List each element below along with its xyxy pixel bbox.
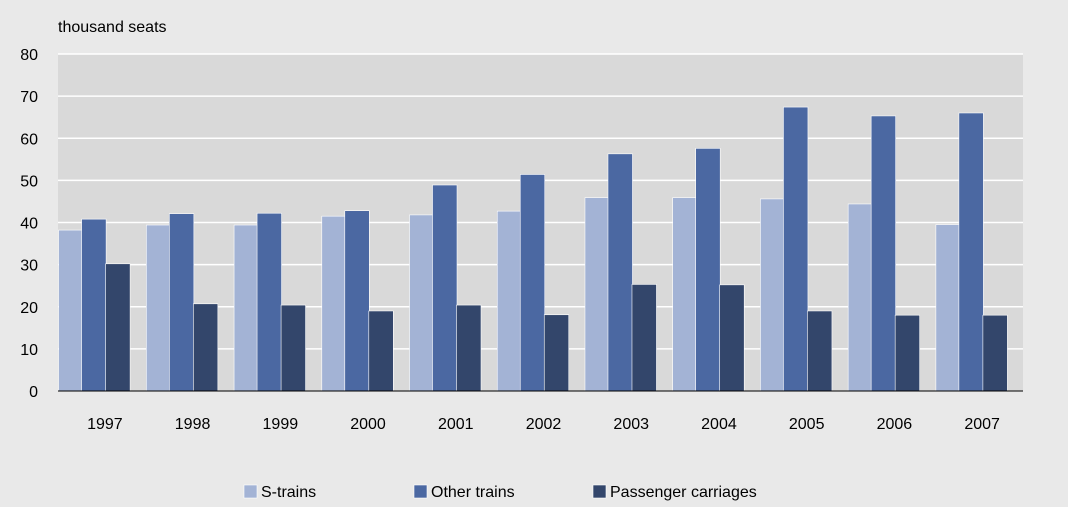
bar-s-trains-2006 <box>847 203 873 392</box>
bar-passenger-carriages-2005 <box>807 310 833 392</box>
bar-passenger-carriages-2006 <box>894 314 920 392</box>
x-tick-label: 2002 <box>526 416 562 433</box>
bars <box>58 106 1008 392</box>
x-tick-label: 1999 <box>263 416 299 433</box>
bar-passenger-carriages-1999 <box>280 304 306 392</box>
bar-other-trains-2001 <box>432 184 458 392</box>
bar-other-trains-1999 <box>256 212 282 392</box>
bar-passenger-carriages-1998 <box>193 303 219 392</box>
x-tick-label: 2007 <box>964 416 1000 433</box>
y-axis-label: thousand seats <box>58 19 167 36</box>
legend-swatch <box>243 484 258 499</box>
bar-s-trains-1997 <box>58 229 84 392</box>
x-tick-label: 2000 <box>350 416 386 433</box>
legend-label: Passenger carriages <box>610 484 757 501</box>
x-tick-label: 2006 <box>877 416 913 433</box>
legend-swatch <box>592 484 607 499</box>
bar-passenger-carriages-2007 <box>982 314 1008 392</box>
bar-s-trains-2005 <box>760 198 786 392</box>
bar-passenger-carriages-2003 <box>631 284 657 392</box>
bar-s-trains-2003 <box>584 197 610 392</box>
bar-other-trains-2000 <box>344 210 370 392</box>
bar-s-trains-2001 <box>409 214 435 392</box>
bar-s-trains-2000 <box>321 215 347 392</box>
y-tick-label: 60 <box>20 131 38 148</box>
legend-label: S-trains <box>261 484 316 501</box>
y-tick-label: 0 <box>29 384 38 401</box>
bar-s-trains-1999 <box>233 224 259 392</box>
bar-other-trains-2003 <box>607 153 633 392</box>
legend-swatch <box>413 484 428 499</box>
bar-other-trains-2002 <box>519 174 546 392</box>
y-tick-label: 30 <box>20 258 38 275</box>
y-tick-label: 40 <box>20 216 38 233</box>
bar-s-trains-2007 <box>935 224 961 392</box>
bar-passenger-carriages-2002 <box>543 314 570 392</box>
y-tick-label: 70 <box>20 89 38 106</box>
x-tick-label: 2003 <box>613 416 649 433</box>
x-tick-label: 1998 <box>175 416 211 433</box>
legend: S-trains Other trains Passenger carriages <box>243 484 757 501</box>
y-tick-labels: 0 10 20 30 40 50 60 70 80 <box>20 47 38 401</box>
bar-other-trains-1998 <box>169 213 195 392</box>
bar-s-trains-1998 <box>146 224 172 392</box>
bar-other-trains-2004 <box>695 148 721 392</box>
y-tick-label: 10 <box>20 342 38 359</box>
x-tick-label: 1997 <box>87 416 123 433</box>
bar-s-trains-2002 <box>496 210 523 392</box>
y-tick-label: 80 <box>20 47 38 64</box>
bar-other-trains-1997 <box>81 218 107 392</box>
bar-passenger-carriages-2001 <box>456 304 482 392</box>
y-tick-label: 20 <box>20 300 38 317</box>
bar-passenger-carriages-2000 <box>368 310 394 392</box>
bar-other-trains-2005 <box>783 106 809 392</box>
bar-other-trains-2006 <box>870 115 896 392</box>
bar-s-trains-2004 <box>672 197 698 392</box>
bar-other-trains-2007 <box>958 112 984 392</box>
bar-passenger-carriages-1997 <box>105 263 131 392</box>
x-tick-label: 2001 <box>438 416 474 433</box>
x-tick-labels: 1997 1998 1999 2000 2001 2002 2003 2004 2005 2006… <box>87 416 1000 433</box>
x-tick-label: 2005 <box>789 416 825 433</box>
bar-passenger-carriages-2004 <box>719 284 745 392</box>
y-tick-label: 50 <box>20 173 38 190</box>
x-tick-label: 2004 <box>701 416 737 433</box>
legend-label: Other trains <box>431 484 515 501</box>
